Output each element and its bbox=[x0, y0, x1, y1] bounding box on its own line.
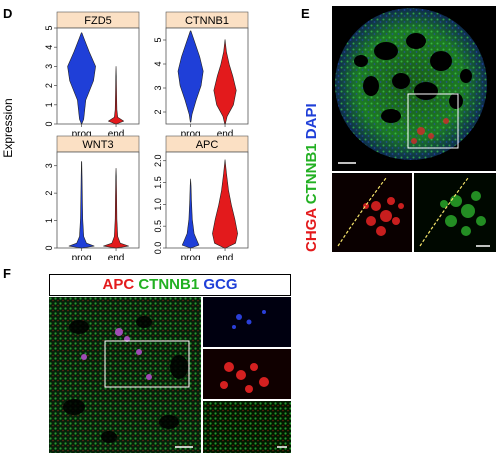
xtick-label-3-1: end bbox=[217, 253, 234, 260]
panel-label-f: F bbox=[3, 266, 11, 281]
panel-f-micrograph bbox=[49, 297, 291, 453]
xtick-label-0-1: end bbox=[108, 129, 125, 140]
panel-label-e: E bbox=[301, 6, 310, 21]
violin-0-prog bbox=[67, 32, 96, 125]
ytick-label-0-4: 4 bbox=[44, 45, 54, 50]
ytick-label-1-2: 4 bbox=[153, 61, 163, 66]
stain-dapi: DAPI bbox=[303, 103, 320, 140]
ytick-label-0-2: 2 bbox=[44, 83, 54, 88]
stain-ctnnb1-f: CTNNB1 bbox=[138, 276, 200, 293]
xtick-label-2-1: end bbox=[108, 253, 125, 260]
violin-2-prog bbox=[68, 161, 95, 249]
violin-1-prog bbox=[177, 30, 204, 123]
ytick-label-0-1: 1 bbox=[44, 102, 54, 107]
ytick-label-1-0: 2 bbox=[153, 109, 163, 114]
facet-title-1: CTNNB1 bbox=[185, 15, 229, 27]
panel-label-d: D bbox=[3, 6, 13, 21]
facet-plot-frame-2 bbox=[56, 151, 140, 249]
facet-title-0: FZD5 bbox=[84, 15, 112, 27]
violin-3-end bbox=[212, 159, 238, 249]
panel-e-stain-label: CHGA CTNNB1 DAPI bbox=[303, 103, 320, 252]
ytick-label-0-3: 3 bbox=[44, 64, 54, 69]
stain-ctnnb1: CTNNB1 bbox=[303, 143, 320, 205]
ytick-label-3-1: 0.5 bbox=[153, 220, 163, 233]
ytick-label-2-2: 2 bbox=[44, 191, 54, 196]
xtick-label-1-1: end bbox=[217, 129, 234, 140]
xtick-label-3-0: prog bbox=[181, 253, 201, 260]
ytick-label-0-0: 0 bbox=[44, 121, 54, 126]
violin-0-end bbox=[108, 66, 125, 125]
y-axis-label: Expression bbox=[1, 98, 15, 157]
violin-2-end bbox=[103, 168, 129, 249]
panel-f-stain-label: APC CTNNB1 GCG bbox=[49, 274, 291, 296]
violin-3-prog bbox=[181, 178, 200, 249]
stain-chga: CHGA bbox=[303, 208, 320, 252]
ytick-label-3-3: 1.5 bbox=[153, 176, 163, 189]
ytick-label-3-4: 2.0 bbox=[153, 154, 163, 167]
ytick-label-1-3: 5 bbox=[153, 37, 163, 42]
stain-apc: APC bbox=[102, 276, 135, 293]
xtick-label-2-0: prog bbox=[72, 253, 92, 260]
facet-title-2: WNT3 bbox=[82, 139, 113, 151]
ytick-label-3-0: 0.0 bbox=[153, 242, 163, 255]
panel-e-micrograph bbox=[316, 6, 496, 252]
facet-title-3: APC bbox=[196, 139, 219, 151]
xtick-label-1-0: prog bbox=[181, 129, 201, 140]
ytick-label-1-1: 3 bbox=[153, 85, 163, 90]
facet-plot-frame-1 bbox=[165, 27, 249, 125]
violin-chart: Expression FZD5 0 1 2 3 4 5 prog end CTNNB1 2 3 4 5 pro… bbox=[1, 11, 249, 260]
violin-1-end bbox=[213, 39, 237, 125]
ytick-label-2-0: 0 bbox=[44, 245, 54, 250]
ytick-label-2-3: 3 bbox=[44, 163, 54, 168]
ytick-label-2-1: 1 bbox=[44, 218, 54, 223]
xtick-label-0-0: prog bbox=[72, 129, 92, 140]
ytick-label-0-5: 5 bbox=[44, 25, 54, 30]
stain-gcg: GCG bbox=[203, 276, 238, 293]
ytick-label-3-2: 1.0 bbox=[153, 198, 163, 211]
